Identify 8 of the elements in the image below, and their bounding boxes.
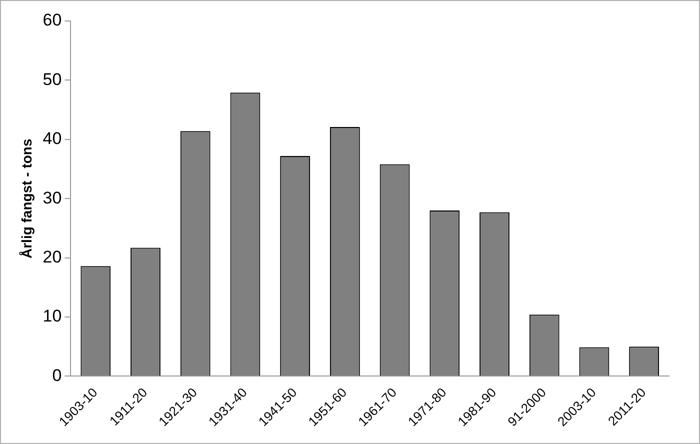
y-axis-title: Årlig fangst - tons — [18, 138, 34, 259]
y-tick-label: 50 — [42, 70, 62, 89]
y-tick-label: 30 — [42, 188, 62, 208]
y-tick-label: 20 — [42, 248, 62, 267]
y-tick-label: 60 — [42, 10, 62, 30]
y-tick-label: 40 — [42, 129, 62, 148]
y-tick-label: 0 — [52, 366, 62, 385]
y-tick-label: 10 — [42, 306, 62, 326]
